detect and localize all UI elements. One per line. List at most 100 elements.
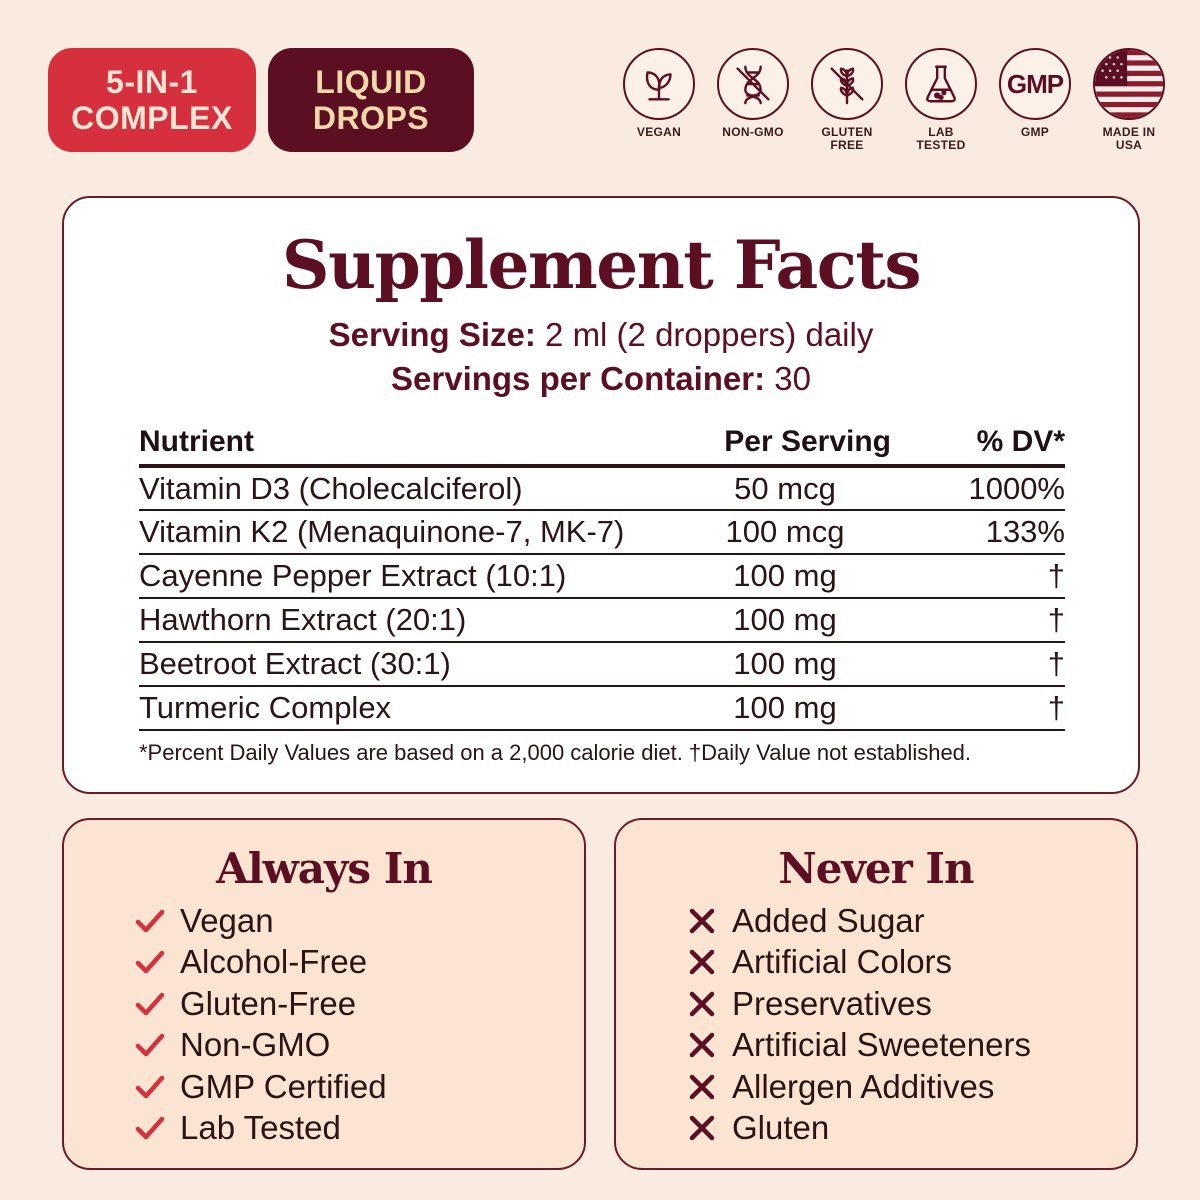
x-icon [686, 988, 732, 1020]
x-icon [686, 1112, 732, 1144]
leaf-icon [623, 48, 695, 120]
x-icon [686, 1071, 732, 1103]
never-in-list: Added Sugar Artificial Colors Preservati… [686, 900, 1031, 1149]
item-label: Artificial Sweeteners [732, 1026, 1031, 1064]
nutrient-amount: 100 mcg [675, 510, 895, 555]
list-item: Allergen Additives [686, 1066, 1031, 1108]
table-row: Beetroot Extract (30:1) 100 mg † [139, 642, 1065, 687]
always-in-panel: Always In Vegan Alcohol-Free Gluten-Free… [62, 818, 586, 1170]
table-row: Cayenne Pepper Extract (10:1) 100 mg † [139, 554, 1065, 599]
icon-gluten-free: GLUTEN FREE [800, 48, 894, 152]
list-item: GMP Certified [134, 1066, 387, 1108]
icon-vegan: VEGAN [612, 48, 706, 152]
list-item: Preservatives [686, 983, 1031, 1025]
list-item: Alcohol-Free [134, 942, 387, 984]
header-per-serving: Per Serving [675, 420, 895, 468]
never-in-title: Never In [778, 844, 974, 893]
serving-size: Serving Size: 2 ml (2 droppers) daily [64, 316, 1138, 354]
icon-label: MADE IN USA [1102, 125, 1156, 152]
item-label: Non-GMO [180, 1026, 331, 1064]
list-item: Vegan [134, 900, 387, 942]
icon-label: GLUTEN FREE [821, 125, 873, 152]
header-dv: % DV* [895, 420, 1065, 468]
never-in-panel: Never In Added Sugar Artificial Colors P… [614, 818, 1138, 1170]
list-item: Added Sugar [686, 900, 1031, 942]
nutrient-name: Vitamin K2 (Menaquinone-7, MK-7) [139, 510, 675, 555]
wheat-crossed-icon [811, 48, 883, 120]
nutrient-name: Hawthorn Extract (20:1) [139, 598, 675, 643]
item-label: Lab Tested [180, 1109, 341, 1147]
serving-size-label: Serving Size: [328, 316, 536, 353]
list-item: Gluten [686, 1108, 1031, 1150]
nutrient-dv: † [895, 554, 1065, 599]
dna-crossed-icon [717, 48, 789, 120]
item-label: Added Sugar [732, 901, 925, 939]
daily-value-footnote: *Percent Daily Values are based on a 2,0… [139, 740, 972, 765]
servings-value: 30 [765, 360, 811, 397]
check-icon [134, 1071, 180, 1103]
item-label: Preservatives [732, 984, 932, 1022]
nutrient-dv: † [895, 642, 1065, 687]
certification-icons: VEGAN NON-GMO [612, 48, 1176, 152]
check-icon [134, 946, 180, 978]
check-icon [134, 988, 180, 1020]
nutrient-amount: 100 mg [675, 686, 895, 731]
item-label: Allergen Additives [732, 1067, 995, 1105]
list-item: Non-GMO [134, 1025, 387, 1067]
icon-gmp: GMP GMP [988, 48, 1082, 152]
badge-5-in-1-complex: 5-IN-1 COMPLEX [48, 48, 256, 152]
supplement-facts-panel: Supplement Facts Serving Size: 2 ml (2 d… [62, 196, 1140, 794]
item-label: GMP Certified [180, 1067, 387, 1105]
item-label: Gluten-Free [180, 984, 357, 1022]
badge-line-2: DROPS [312, 100, 430, 136]
always-in-title: Always In [216, 844, 433, 893]
serving-size-value: 2 ml (2 droppers) daily [535, 316, 874, 353]
servings-label: Servings per Container: [391, 360, 766, 397]
nutrient-name: Turmeric Complex [139, 686, 675, 731]
table-header-row: Nutrient Per Serving % DV* [139, 420, 1065, 468]
flask-icon [905, 48, 977, 120]
nutrient-dv: † [895, 598, 1065, 643]
nutrient-amount: 100 mg [675, 598, 895, 643]
item-label: Artificial Colors [732, 943, 953, 981]
check-icon [134, 1029, 180, 1061]
check-icon [134, 905, 180, 937]
icon-label: VEGAN [636, 125, 682, 139]
icon-made-in-usa: MADE IN USA [1082, 48, 1176, 152]
nutrient-dv: † [895, 686, 1065, 731]
icon-label: LAB TESTED [916, 125, 966, 152]
list-item: Artificial Sweeteners [686, 1025, 1031, 1067]
badge-liquid-drops: LIQUID DROPS [268, 48, 474, 152]
table-row: Turmeric Complex 100 mg † [139, 686, 1065, 731]
item-label: Gluten [732, 1109, 830, 1147]
item-label: Alcohol-Free [180, 943, 368, 981]
icon-non-gmo: NON-GMO [706, 48, 800, 152]
nutrient-dv: 133% [895, 510, 1065, 555]
x-icon [686, 946, 732, 978]
badge-line-1: 5-IN-1 [106, 64, 198, 100]
badge-line-1: LIQUID [315, 64, 427, 100]
table-row: Hawthorn Extract (20:1) 100 mg † [139, 598, 1065, 643]
servings-per-container: Servings per Container: 30 [64, 360, 1138, 398]
check-icon [134, 1112, 180, 1144]
list-item: Lab Tested [134, 1108, 387, 1150]
table-row: Vitamin K2 (Menaquinone-7, MK-7) 100 mcg… [139, 510, 1065, 555]
header-nutrient: Nutrient [139, 420, 675, 468]
nutrient-dv: 1000% [895, 466, 1065, 511]
gmp-icon: GMP [999, 48, 1071, 120]
facts-title: Supplement Facts [281, 226, 922, 304]
x-icon [686, 1029, 732, 1061]
nutrient-name: Vitamin D3 (Cholecalciferol) [139, 466, 675, 511]
list-item: Gluten-Free [134, 983, 387, 1025]
icon-label: NON-GMO [722, 125, 784, 139]
us-flag-icon [1093, 48, 1165, 120]
always-in-list: Vegan Alcohol-Free Gluten-Free Non-GMO G… [134, 900, 387, 1149]
nutrient-name: Beetroot Extract (30:1) [139, 642, 675, 687]
list-item: Artificial Colors [686, 942, 1031, 984]
table-row: Vitamin D3 (Cholecalciferol) 50 mcg 1000… [139, 466, 1065, 511]
nutrient-amount: 50 mcg [675, 466, 895, 511]
icon-lab-tested: LAB TESTED [894, 48, 988, 152]
x-icon [686, 905, 732, 937]
nutrient-name: Cayenne Pepper Extract (10:1) [139, 554, 675, 599]
icon-label: GMP [1020, 125, 1050, 139]
